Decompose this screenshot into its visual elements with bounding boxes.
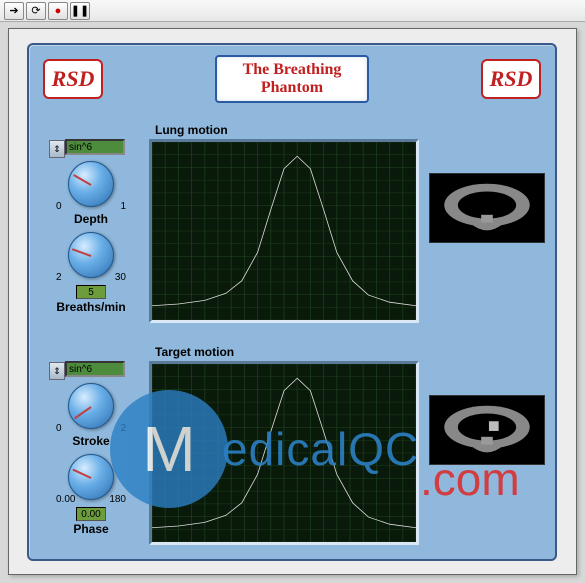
phase-knob-group: 0.00 180 0.00 Phase	[56, 454, 126, 536]
stroke-pointer	[74, 406, 92, 419]
lung-motion-label: Lung motion	[155, 123, 228, 137]
target-waveform-display: ⇕ sin^6	[65, 361, 125, 377]
stroke-min: 0	[56, 423, 62, 434]
title-line2: Phantom	[243, 79, 342, 97]
depth-pointer	[73, 174, 91, 186]
depth-knob-group: 0 1 Depth	[56, 161, 126, 226]
breaths-max: 30	[115, 272, 126, 283]
target-controls: ⇕ sin^6 0 2 Stroke	[37, 361, 145, 542]
lung-waveform-value: sin^6	[69, 142, 92, 153]
phase-min: 0.00	[56, 494, 75, 505]
record-button[interactable]: ●	[48, 2, 68, 20]
loop-button[interactable]: ⟳	[26, 2, 46, 20]
phase-label: Phase	[73, 522, 108, 536]
breaths-min: 2	[56, 272, 62, 283]
depth-min: 0	[56, 201, 62, 212]
target-waveform-selector[interactable]: ⇕	[49, 362, 65, 380]
breaths-display[interactable]: 5	[76, 285, 106, 299]
lung-waveform-display: ⇕ sin^6	[65, 139, 125, 155]
lung-waveform-selector[interactable]: ⇕	[49, 140, 65, 158]
target-motion-graph	[149, 361, 419, 545]
rsd-logo-right: RSD	[481, 59, 541, 99]
stroke-max: 2	[120, 423, 126, 434]
stroke-knob[interactable]	[68, 383, 114, 429]
stroke-label: Stroke	[72, 434, 109, 448]
target-motion-section: Target motion ⇕ sin^6 0 2 Stroke	[37, 345, 549, 555]
lung-motion-section: Lung motion ⇕ sin^6 0 1 Depth	[37, 123, 549, 333]
title-line1: The Breathing	[243, 61, 342, 79]
target-waveform-value: sin^6	[69, 364, 92, 375]
breaths-knob-group: 2 30 5 Breaths/min	[56, 232, 126, 314]
rsd-logo-left: RSD	[43, 59, 103, 99]
labview-toolbar: ➔ ⟳ ● ❚❚	[0, 0, 585, 22]
target-motion-label: Target motion	[155, 345, 234, 359]
breaths-pointer	[72, 248, 91, 257]
lung-motion-graph	[149, 139, 419, 323]
main-window: RSD The Breathing Phantom RSD Lung motio…	[8, 28, 577, 575]
stroke-knob-group: 0 2 Stroke	[56, 383, 126, 448]
pause-button[interactable]: ❚❚	[70, 2, 90, 20]
phase-max: 180	[109, 494, 126, 505]
depth-max: 1	[120, 201, 126, 212]
lung-controls: ⇕ sin^6 0 1 Depth	[37, 139, 145, 320]
lung-ct-preview	[429, 173, 545, 243]
breaths-knob[interactable]	[68, 232, 114, 278]
depth-label: Depth	[74, 212, 108, 226]
depth-knob[interactable]	[68, 161, 114, 207]
breaths-label: Breaths/min	[56, 300, 125, 314]
run-button[interactable]: ➔	[4, 2, 24, 20]
target-ct-preview	[429, 395, 545, 465]
header-row: RSD The Breathing Phantom RSD	[29, 45, 555, 113]
phase-knob[interactable]	[68, 454, 114, 500]
control-panel: RSD The Breathing Phantom RSD Lung motio…	[27, 43, 557, 561]
title-box: The Breathing Phantom	[215, 55, 370, 103]
phase-display[interactable]: 0.00	[76, 507, 106, 521]
phase-pointer	[72, 469, 91, 479]
